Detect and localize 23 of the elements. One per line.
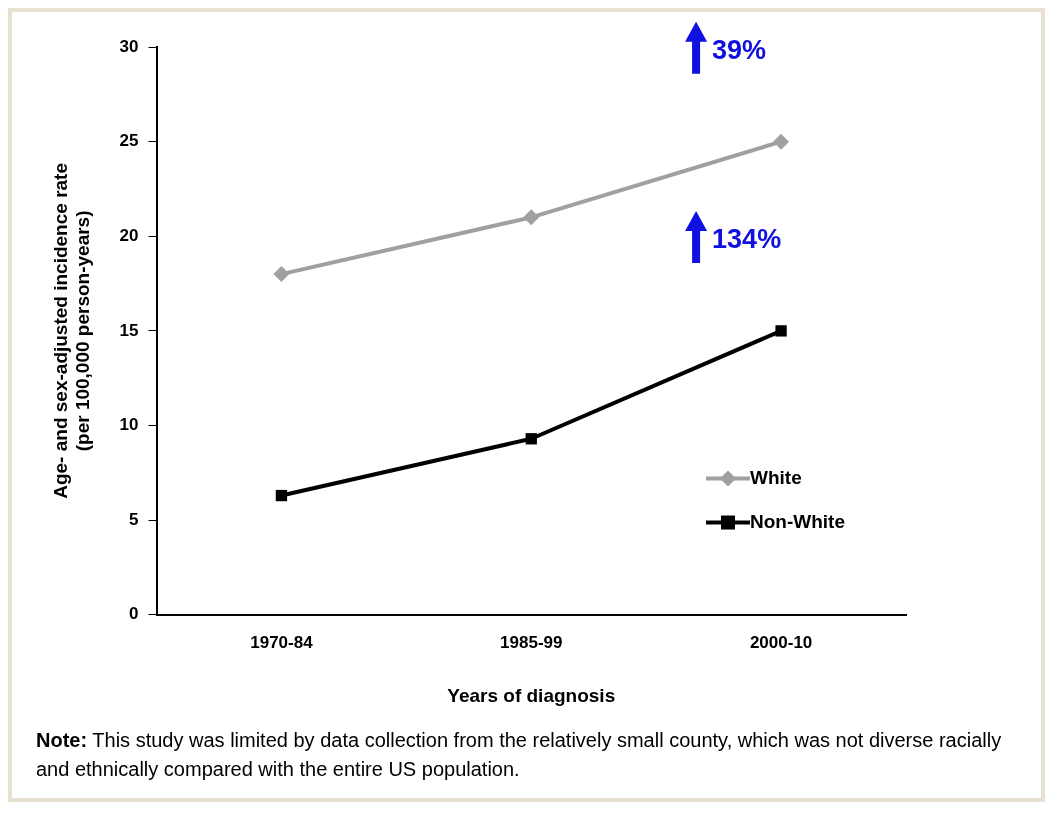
y-axis-title: Age- and sex-adjusted incidence rate (per 100,000 person-years) bbox=[49, 163, 94, 499]
point bbox=[523, 209, 540, 226]
annotation: 39% bbox=[712, 35, 767, 66]
x-tick-label: 1970-84 bbox=[250, 632, 314, 652]
y-tick-label: 10 bbox=[119, 415, 139, 435]
annotation: 134% bbox=[712, 224, 782, 255]
y-tick-label: 30 bbox=[119, 36, 139, 56]
y-tick-label: 5 bbox=[129, 509, 139, 529]
point bbox=[525, 433, 537, 445]
y-tick-label: 20 bbox=[119, 225, 139, 245]
legend-label: Non-White bbox=[750, 510, 845, 532]
x-axis-title: Years of diagnosis bbox=[447, 684, 616, 706]
point bbox=[273, 266, 290, 283]
text: Note: This study was limited by data collection from the relatively small county, which was not diverse racially and ethnically compared with the entire US population. bbox=[36, 728, 1003, 782]
x-tick-label: 1985-99 bbox=[500, 632, 563, 652]
x-tick-label: 2000-10 bbox=[749, 632, 813, 652]
y-tick-label: 15 bbox=[119, 320, 139, 340]
y-tick-label: 0 bbox=[129, 604, 139, 624]
point bbox=[275, 489, 288, 502]
y-tick-label: 25 bbox=[119, 131, 139, 151]
point bbox=[775, 325, 787, 337]
legend-label: White bbox=[750, 466, 802, 488]
point bbox=[773, 133, 790, 150]
